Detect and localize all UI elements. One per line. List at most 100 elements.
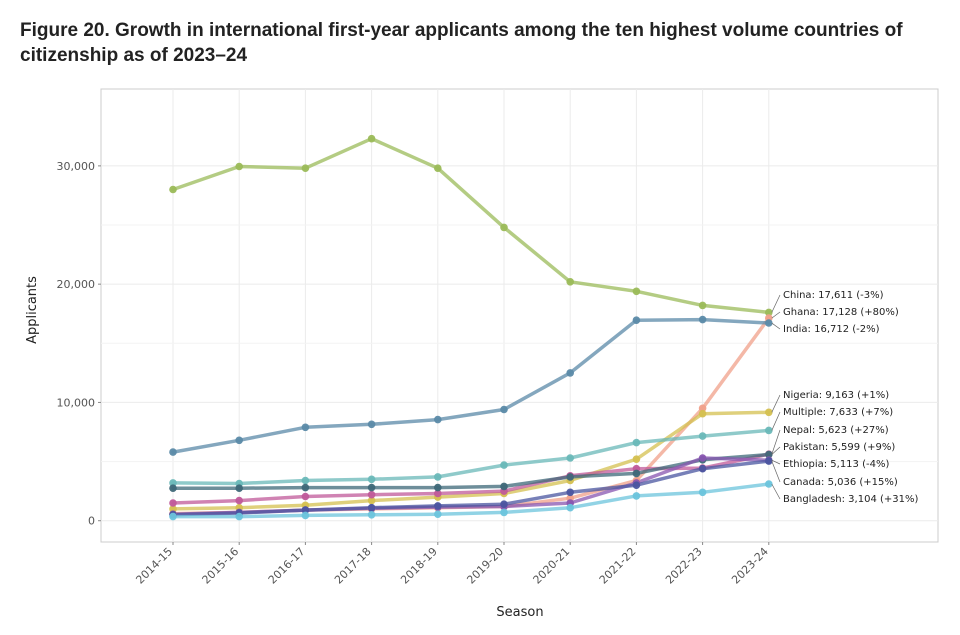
y-tick-labels: 0 10,000 20,000 30,000	[57, 160, 101, 528]
series-line-bangladesh	[171, 482, 771, 519]
data-point-china	[500, 223, 508, 232]
data-point-nigeria	[765, 408, 773, 417]
data-point-bangladesh	[765, 480, 773, 488]
y-tick-label: 30,000	[57, 160, 96, 173]
data-point-bangladesh	[169, 512, 177, 521]
data-point-india	[235, 436, 243, 445]
leader-line-nepal	[771, 429, 781, 455]
series-line-multiple	[171, 428, 771, 486]
data-point-bangladesh	[500, 508, 508, 517]
data-point-multiple	[698, 432, 707, 440]
data-point-canada	[500, 500, 508, 509]
end-label-canada: Canada: 5,036 (+15%)	[783, 477, 898, 488]
data-point-nigeria	[632, 455, 641, 464]
data-point-china	[698, 301, 707, 310]
data-point-pakistan	[235, 484, 243, 493]
data-point-multiple	[169, 479, 177, 487]
data-point-pakistan	[566, 473, 574, 481]
data-point-india	[367, 420, 376, 429]
data-point-bangladesh	[632, 492, 641, 500]
leader-line-canada	[771, 461, 781, 483]
data-point-india	[169, 448, 177, 456]
data-point-pakistan	[434, 483, 442, 492]
series-line-china	[171, 136, 771, 315]
series-line-canada	[171, 459, 771, 517]
data-point-pakistan	[367, 483, 376, 492]
x-tick-label: 2018-19	[398, 545, 440, 587]
leader-line-ethiopia	[771, 459, 781, 465]
series-line-nigeria	[171, 410, 771, 511]
series-line-india	[171, 317, 771, 454]
data-point-bangladesh	[235, 512, 243, 521]
x-tick-label: 2023-24	[729, 545, 771, 587]
end-label-ethiopia: Ethiopia: 5,113 (-4%)	[783, 459, 889, 470]
data-point-india	[434, 415, 442, 424]
x-tick-label: 2021-22	[597, 545, 639, 587]
y-tick-label: 10,000	[57, 396, 96, 409]
series-points	[169, 134, 773, 521]
data-point-india	[632, 316, 641, 325]
data-point-nepal	[434, 489, 442, 498]
series-line-nepal	[171, 452, 771, 505]
data-point-bangladesh	[434, 510, 442, 518]
end-label-nepal: Nepal: 5,623 (+27%)	[783, 425, 889, 436]
data-point-canada	[367, 503, 376, 512]
leader-line-china	[771, 294, 781, 313]
end-label-china: China: 17,611 (-3%)	[783, 290, 884, 301]
leader-line-bangladesh	[771, 483, 781, 500]
x-tick-labels: 2014-15 2015-16 2016-17 2017-18 2018-19 2019-…	[133, 542, 771, 587]
data-point-india	[566, 369, 574, 377]
x-tick-label: 2022-23	[663, 545, 705, 587]
data-point-pakistan	[301, 483, 310, 492]
x-axis-title: Season	[496, 605, 543, 620]
data-point-pakistan	[500, 482, 508, 491]
data-point-canada	[566, 488, 574, 497]
data-point-india	[500, 405, 508, 414]
data-point-china	[632, 287, 641, 296]
x-tick-label: 2017-18	[332, 545, 374, 587]
data-point-bangladesh	[566, 503, 574, 512]
data-point-china	[367, 134, 376, 143]
data-point-canada	[434, 502, 442, 510]
leader-line-ghana	[771, 311, 781, 319]
data-point-ghana	[698, 404, 707, 413]
data-point-china	[235, 162, 243, 171]
x-tick-label: 2015-16	[200, 545, 242, 587]
end-label-india: India: 16,712 (-2%)	[783, 324, 880, 335]
data-point-multiple	[301, 476, 310, 485]
data-point-nepal	[367, 490, 376, 499]
data-point-nigeria	[169, 505, 177, 513]
data-point-canada	[632, 481, 641, 490]
data-point-multiple	[434, 473, 442, 481]
data-point-china	[434, 164, 442, 172]
data-point-canada	[698, 464, 707, 473]
data-point-bangladesh	[367, 511, 376, 519]
end-label-bangladesh: Bangladesh: 3,104 (+31%)	[783, 494, 918, 505]
x-tick-label: 2014-15	[133, 545, 175, 587]
data-point-india	[301, 423, 310, 432]
chart-title: Figure 20. Growth in international first…	[20, 20, 903, 66]
data-point-nepal	[169, 499, 177, 507]
data-point-bangladesh	[698, 488, 707, 497]
data-point-nepal	[235, 496, 243, 505]
x-tick-label: 2019-20	[464, 545, 506, 587]
data-point-multiple	[500, 461, 508, 469]
data-point-nepal	[301, 492, 310, 501]
end-label-pakistan: Pakistan: 5,599 (+9%)	[783, 442, 895, 453]
data-point-nigeria	[367, 496, 376, 505]
data-point-china	[301, 164, 310, 172]
data-point-canada	[301, 506, 310, 514]
data-point-canada	[765, 457, 773, 465]
plot-border	[100, 88, 939, 543]
data-point-china	[566, 278, 574, 286]
end-label-nigeria: Nigeria: 9,163 (+1%)	[783, 390, 889, 401]
data-point-pakistan	[632, 469, 641, 478]
y-tick-label: 20,000	[57, 278, 96, 291]
y-tick-label: 0	[88, 515, 95, 528]
end-label-ghana: Ghana: 17,128 (+80%)	[783, 307, 899, 318]
leader-line-multiple	[771, 411, 781, 431]
data-point-multiple	[632, 438, 641, 447]
leader-line-nigeria	[771, 394, 781, 413]
x-tick-label: 2020-21	[531, 545, 573, 587]
